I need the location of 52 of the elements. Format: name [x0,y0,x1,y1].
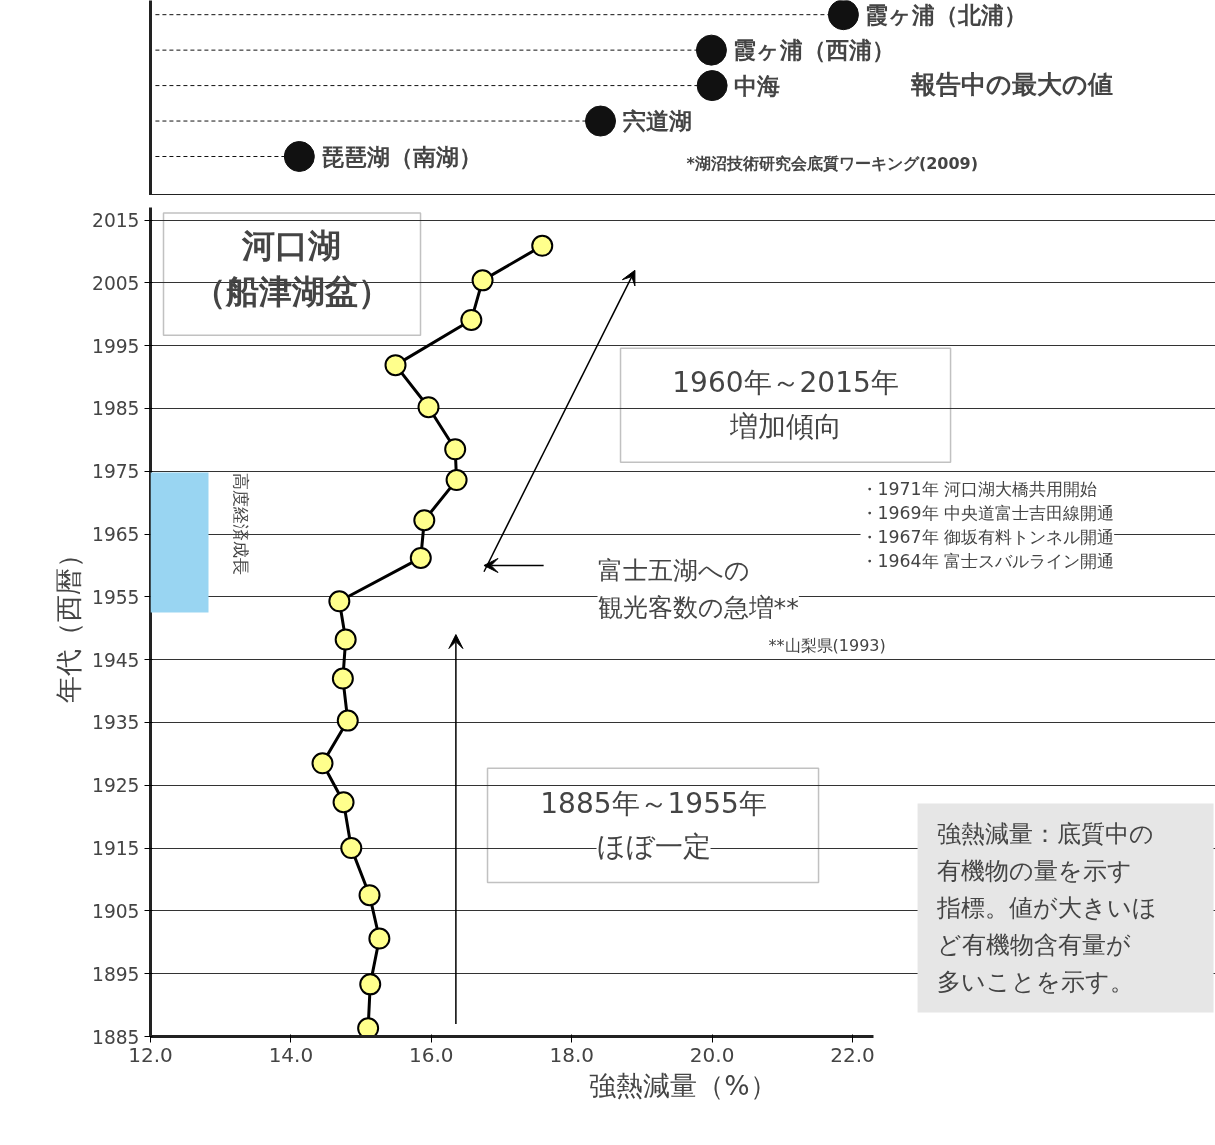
annotation: ど有機物含有量が [936,931,1131,960]
y-tick-label: 1995 [92,335,140,357]
annotation: 観光客数の急増** [597,592,799,623]
x-tick-label: 16.0 [409,1042,454,1067]
y-tick-label: 1895 [92,963,140,985]
y-tick-label: 霞ヶ浦（西浦） [733,37,896,64]
annotation: 有機物の量を示す [936,857,1132,886]
point [695,34,727,66]
annotation: 1885年～1955年 [540,787,767,821]
y-tick-label: 1915 [92,838,140,860]
y-tick-label: 1985 [92,398,140,420]
annotation: ・1964年 富士スバルライン開通 [860,551,1115,572]
x-tick-label: 22.0 [830,1042,875,1067]
annotation: 1960年～2015年 [672,366,899,400]
point [696,70,728,102]
y-tick-label: 宍道湖 [621,108,692,135]
y-tick-label: 1885 [92,1026,140,1048]
band-label: 高度経済成長 [230,472,251,575]
y-tick-label: 2015 [92,210,140,232]
annotation: 強熱減量：底質中の [936,820,1154,849]
y-axis-title: 年代（西暦） [53,541,85,703]
x-tick-label: 20.0 [689,1042,735,1067]
point [283,141,315,172]
x-tick-label: 18.0 [549,1042,594,1067]
annotation: **山梨県(1993) [768,636,886,656]
y-tick-label: 1905 [92,900,140,922]
y-tick-label: 1975 [92,461,140,483]
y-tick-label: 1925 [92,775,140,797]
y-tick-label: 2005 [92,272,140,294]
annotation: 多いことを示す。 [936,968,1134,997]
y-tick-label: 中海 [734,72,781,99]
annotation: ・1969年 中央道富士吉田線開通 [860,503,1115,524]
text: 報告中の最大の値 [909,68,1113,99]
y-tick-label: 1965 [92,524,140,546]
x-tick-label: 14.0 [268,1042,314,1067]
text: （船津湖盆） [192,272,391,312]
point [585,105,617,137]
annotation: *湖沼技術研究会底質ワーキング(2009) [686,154,979,174]
y-tick-label: 霞ヶ浦（北浦） [865,1,1028,28]
annotation: ほぼ一定 [596,830,711,864]
annotation: 富士五湖への [597,555,750,586]
annotation: ・1971年 河口湖大橋共用開始 [860,479,1098,500]
annotation: 指標。値が大きいほ [935,894,1157,923]
text: 河口湖 [241,226,342,266]
y-tick-label: 1945 [92,649,140,671]
point [827,0,859,31]
annotation: ・1967年 御坂有料トンネル開通 [860,527,1115,548]
y-tick-label: 1935 [92,712,140,734]
annotation: 増加傾向 [728,410,842,444]
y-tick-label: 琵琶湖（南湖） [321,143,483,170]
x-axis-title: 強熱減量（%） [589,1069,777,1101]
y-tick-label: 1955 [92,586,140,608]
